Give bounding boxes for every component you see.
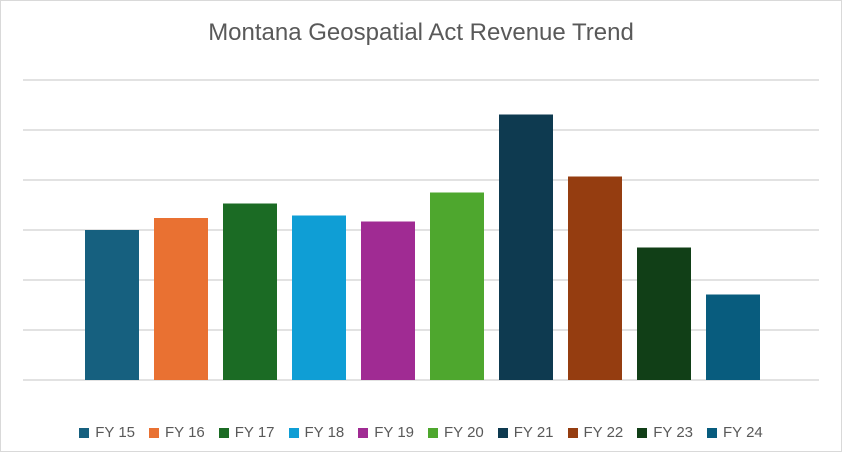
legend-item: FY 17 — [218, 424, 275, 441]
legend-label: FY 20 — [444, 424, 484, 441]
legend-item: FY 23 — [637, 424, 693, 441]
legend-item: FY 15 — [79, 424, 135, 441]
bar-fy-16 — [154, 218, 208, 380]
legend-swatch — [358, 427, 369, 438]
legend-label: FY 24 — [723, 424, 763, 441]
legend-item: FY 18 — [288, 424, 345, 441]
bar-fy-15 — [85, 230, 139, 380]
legend-label: FY 21 — [513, 424, 554, 441]
bar-fy-21 — [499, 114, 553, 380]
legend-label: FY 22 — [583, 424, 624, 441]
bar-fy-24 — [706, 294, 760, 380]
legend-item: FY 16 — [149, 424, 205, 441]
bar-fy-22 — [568, 176, 622, 380]
legend-swatch — [149, 427, 159, 438]
bar-fy-17 — [223, 203, 277, 380]
legend-label: FY 19 — [374, 424, 414, 441]
bar-fy-23 — [637, 247, 691, 380]
legend-swatch — [218, 427, 229, 438]
chart-title: Montana Geospatial Act Revenue Trend — [208, 19, 634, 46]
bar-fy-19 — [361, 221, 415, 380]
legend-label: FY 18 — [304, 424, 345, 441]
legend-item: FY 22 — [567, 424, 624, 441]
legend-item: FY 24 — [707, 424, 763, 441]
legend-swatch — [497, 427, 508, 438]
legend-label: FY 17 — [234, 424, 275, 441]
legend-item: FY 20 — [428, 424, 484, 441]
legend-swatch — [567, 427, 578, 438]
legend-item: FY 21 — [497, 424, 554, 441]
legend-swatch — [79, 427, 90, 438]
bar-fy-18 — [292, 215, 346, 380]
legend-swatch — [707, 427, 717, 438]
legend-swatch — [288, 427, 299, 438]
bar-fy-20 — [430, 192, 484, 380]
legend-item: FY 19 — [358, 424, 414, 441]
legend-label: FY 15 — [95, 424, 135, 441]
legend-label: FY 16 — [165, 424, 205, 441]
legend-swatch — [428, 427, 438, 438]
legend-label: FY 23 — [653, 424, 693, 441]
legend-swatch — [637, 427, 648, 438]
legend: FY 15 FY 16 FY 17 FY 18 FY 19 FY 20 FY 21 FY 22… — [1, 424, 841, 441]
